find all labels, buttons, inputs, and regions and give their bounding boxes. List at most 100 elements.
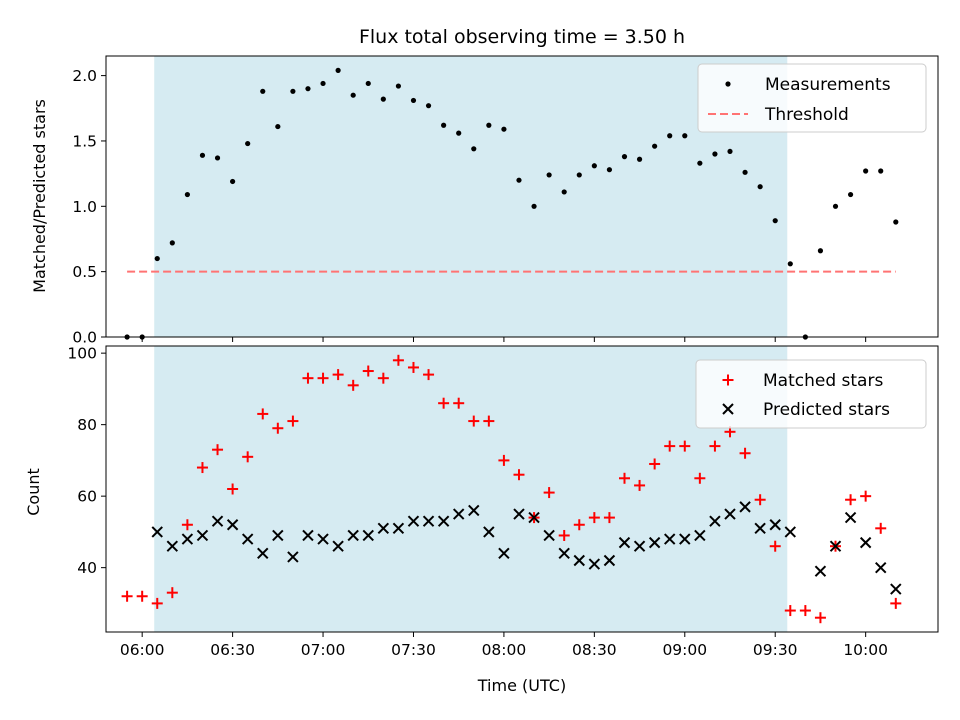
- count-panel: 40 60 80 100 06:00 06:30 07:00 07:30 08:00 08:30…: [24, 345, 939, 695]
- y-tick-label: 0.0: [72, 329, 97, 347]
- ratio-axes-frame: [105, 55, 939, 338]
- predicted-stars-point-b: [769, 519, 781, 531]
- matched-stars-point: [483, 415, 495, 427]
- predicted-stars-point-b: [196, 529, 209, 542]
- legend-predicted-marker: [722, 403, 734, 415]
- measurements-point: [787, 261, 793, 267]
- predicted-stars-point: [498, 547, 510, 560]
- y-tick-label: 80: [77, 416, 97, 434]
- measurements-point: [380, 96, 386, 102]
- predicted-stars-point-b: [754, 522, 766, 535]
- measurements-point: [471, 146, 477, 152]
- predicted-stars-point: [754, 522, 766, 535]
- measurements-point: [712, 151, 718, 157]
- matched-stars-point: [558, 529, 570, 541]
- measurements-point: [878, 168, 884, 174]
- predicted-stars-point-b: [407, 515, 420, 527]
- predicted-stars-point: [739, 501, 751, 513]
- measurements-point: [606, 167, 613, 173]
- predicted-stars-point-b: [618, 536, 631, 549]
- predicted-stars-point: [166, 540, 179, 552]
- measurements-point: [757, 184, 763, 190]
- predicted-stars-point-b: [377, 522, 390, 535]
- predicted-stars-point-b: [272, 529, 284, 542]
- predicted-stars-point: [196, 529, 209, 542]
- y-tick-label: 0.5: [72, 263, 97, 281]
- predicted-stars-point: [483, 526, 495, 538]
- measurements-point: [365, 80, 371, 87]
- matched-stars-point: [227, 483, 239, 495]
- predicted-stars-point-b: [588, 558, 601, 570]
- matched-stars-point: [513, 469, 525, 481]
- measurements-point: [395, 83, 402, 89]
- measurements-point: [561, 189, 567, 195]
- matched-stars-point: [242, 451, 254, 463]
- measurements-point: [230, 178, 236, 185]
- measurements-point: [441, 122, 447, 128]
- predicted-stars-point-b: [151, 526, 163, 538]
- y-tick-label: 2.0: [72, 67, 97, 85]
- measurements-point: [667, 133, 673, 139]
- predicted-stars-point-b: [392, 522, 405, 535]
- measurements-point: [335, 67, 341, 73]
- predicted-stars-point-b: [226, 519, 239, 531]
- measurements-point: [320, 80, 326, 87]
- predicted-stars-point: [241, 533, 254, 545]
- predicted-stars-point-b: [347, 529, 359, 542]
- predicted-stars-point: [664, 533, 676, 545]
- matched-stars-point: [423, 369, 435, 381]
- predicted-stars-point-b: [483, 526, 495, 538]
- matched-stars-point: [181, 519, 193, 531]
- matched-stars-point: [709, 440, 721, 452]
- measurements-point: [169, 240, 175, 246]
- predicted-stars-point: [769, 519, 781, 531]
- matched-stars-point: [317, 372, 329, 384]
- predicted-stars-point-b: [709, 515, 721, 527]
- measurements-point: [154, 255, 160, 262]
- legend-matched-marker: [722, 374, 734, 386]
- measurements-point: [832, 203, 839, 209]
- predicted-stars-point-b: [241, 533, 254, 545]
- matched-stars-point: [257, 408, 269, 420]
- measurements-point: [893, 219, 899, 225]
- predicted-stars-point-b: [422, 515, 435, 527]
- predicted-stars-point-b: [844, 511, 857, 524]
- matched-stars-point: [875, 522, 887, 534]
- matched-stars-point: [136, 590, 148, 602]
- predicted-stars-point-b: [287, 551, 299, 563]
- count-legend-box: [695, 359, 927, 429]
- matched-stars-point: [272, 422, 284, 434]
- x-tick-label: 07:30: [391, 641, 436, 659]
- legend-threshold-label: Threshold: [764, 105, 849, 125]
- matched-stars-point: [392, 354, 404, 366]
- count-axes-frame: [105, 345, 939, 633]
- matched-stars-point: [212, 444, 224, 456]
- predicted-stars-point: [875, 561, 887, 574]
- matched-stars-point: [799, 605, 811, 617]
- measurements-point: [214, 155, 221, 161]
- predicted-stars-point: [603, 554, 616, 567]
- matched-stars-point: [438, 397, 450, 409]
- matched-stars-point: [377, 372, 389, 384]
- predicted-stars-point-b: [211, 515, 224, 527]
- observing-window-shade-bottom: [154, 346, 788, 632]
- predicted-stars-point-b: [543, 529, 555, 542]
- predicted-stars-point: [468, 504, 480, 517]
- x-tick-label: 09:30: [753, 641, 798, 659]
- predicted-stars-point-b: [664, 533, 676, 545]
- measurements-point: [260, 88, 266, 94]
- measurements-point: [425, 103, 432, 109]
- predicted-stars-point-b: [890, 583, 902, 595]
- predicted-stars-point-b: [437, 515, 450, 527]
- count-y-axis-label: Count: [24, 468, 43, 516]
- measurements-point: [275, 123, 281, 130]
- measurements-point: [290, 88, 296, 94]
- matched-stars-point: [453, 397, 465, 409]
- measurements-point: [245, 140, 251, 147]
- predicted-stars-point: [452, 508, 465, 520]
- predicted-stars-point-b: [302, 529, 314, 542]
- predicted-stars-point-b: [875, 561, 887, 574]
- measurements-point: [772, 218, 778, 224]
- predicted-stars-point-b: [332, 540, 344, 552]
